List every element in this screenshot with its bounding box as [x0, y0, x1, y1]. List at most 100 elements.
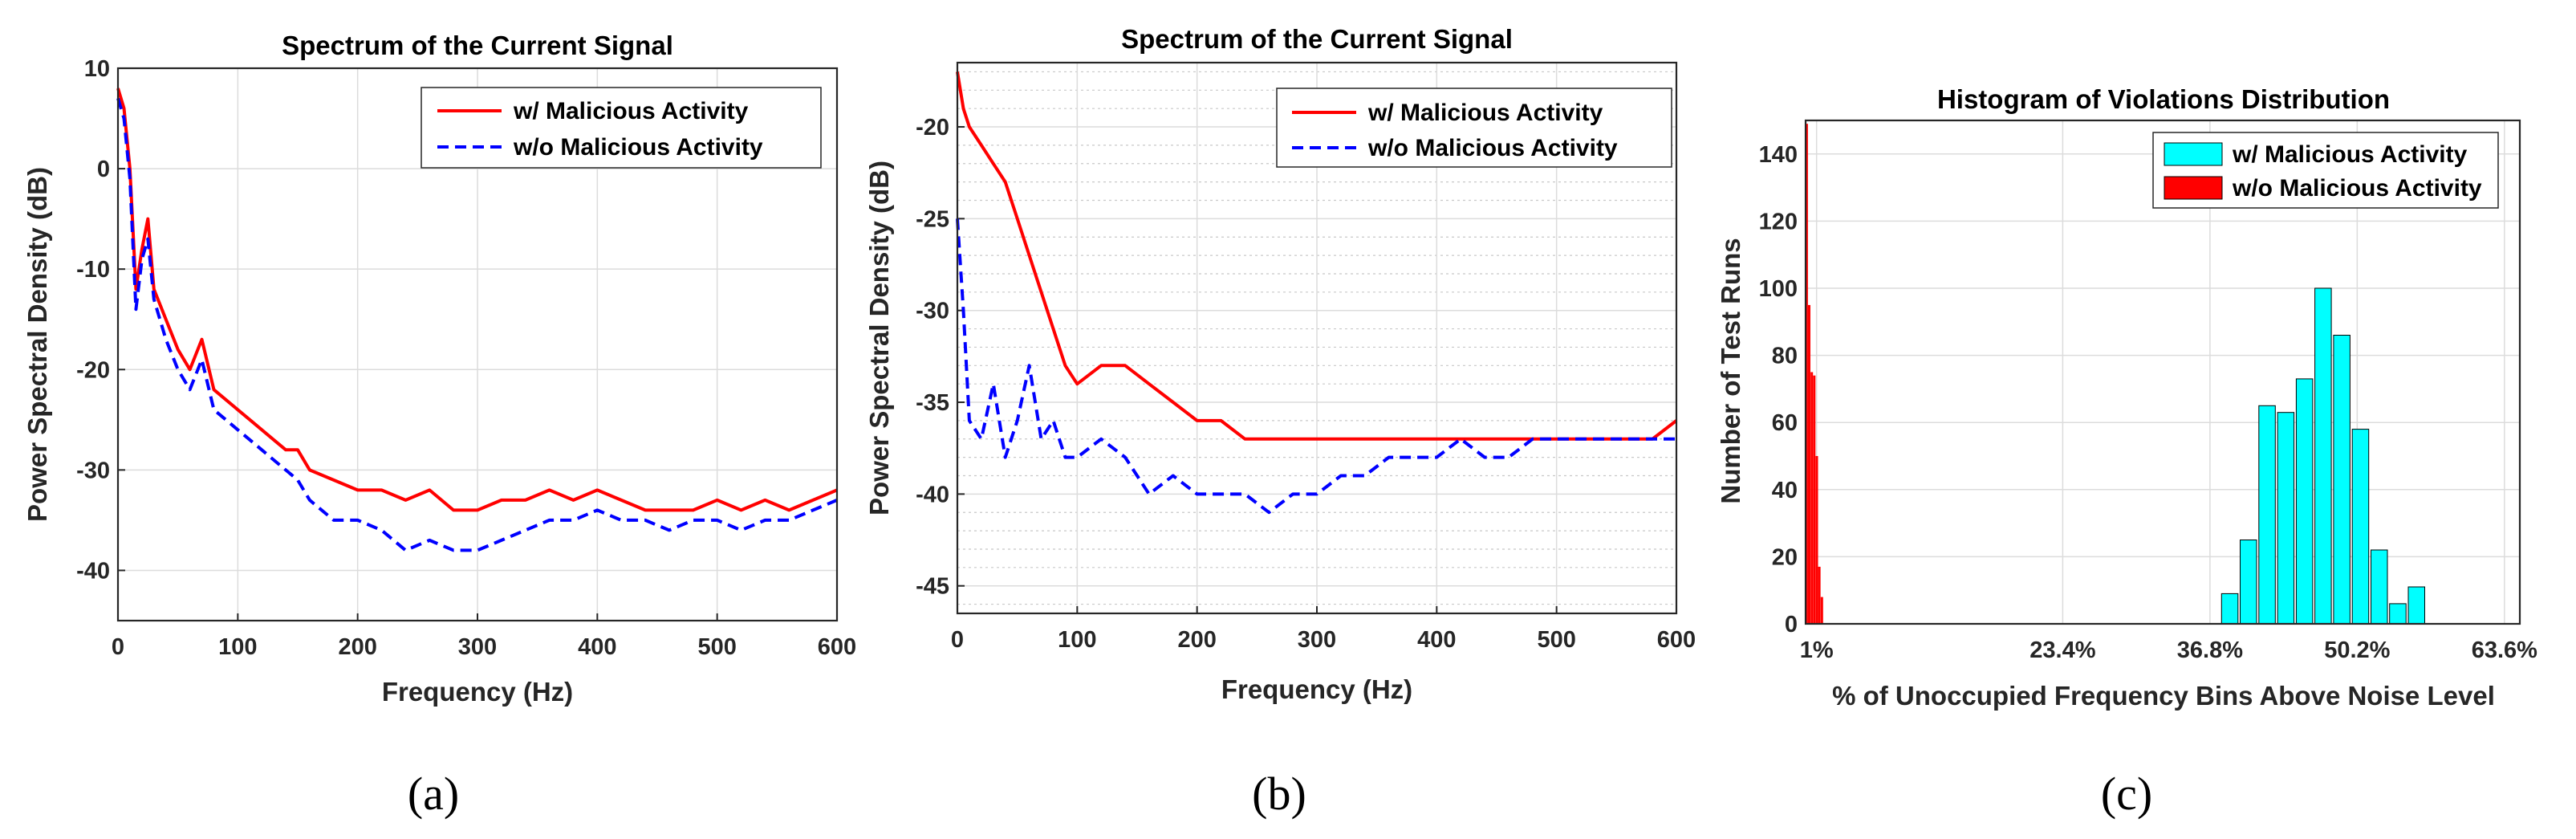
bar-with-malicious [2389, 603, 2407, 625]
legend: w/ Malicious Activity w/o Malicious Acti… [1276, 88, 1672, 168]
x-tick-labels: 0 100 200 300 400 500 600 [112, 634, 856, 660]
y-tick-label: -10 [76, 257, 110, 283]
y-axis-label: Power Spectral Density (dB) [22, 167, 52, 522]
legend-label-with: w/ Malicious Activity [513, 98, 749, 124]
x-tick-label: 23.4% [2030, 637, 2095, 663]
y-tick-labels: -40 -30 -20 -10 0 10 [76, 56, 110, 584]
x-tick-label: 500 [697, 634, 736, 660]
chart-title: Spectrum of the Current Signal [282, 31, 673, 60]
x-tick-label: 0 [112, 634, 124, 660]
x-tick-label: 500 [1537, 627, 1575, 653]
axes-frame [956, 61, 1678, 615]
bar-with-malicious [2407, 586, 2425, 625]
series-layer [956, 71, 1678, 515]
bar-without-malicious [1815, 456, 1818, 624]
caption-c: (c) [2101, 768, 2152, 820]
x-tick-labels: 0 100 200 300 400 500 600 [951, 627, 1696, 653]
series-layer [116, 88, 838, 552]
x-tick-label: 600 [1657, 627, 1696, 653]
legend-label-without: w/o Malicious Activity [1367, 135, 1618, 161]
bar-without-malicious [1805, 124, 1808, 624]
bar-with-malicious [2295, 378, 2314, 625]
bar-with-malicious [2277, 412, 2295, 625]
y-tick-label: 0 [97, 157, 110, 182]
y-tick-label: 20 [1772, 544, 1798, 570]
y-tick-label: -25 [916, 206, 949, 232]
caption-b: (b) [1252, 768, 1306, 820]
panel-a: 0 100 200 300 400 500 600 -40 -30 -20 -10 0 10 Spec… [22, 31, 856, 820]
bar-with-malicious [2258, 405, 2276, 625]
y-axis-label: Number of Test Runs [1716, 238, 1745, 503]
y-tick-label: 80 [1772, 344, 1798, 369]
bar-with-malicious [2220, 593, 2239, 625]
y-tick-label: 140 [1759, 142, 1798, 168]
bar-without-malicious [1820, 597, 1823, 624]
x-tick-label: 63.6% [2472, 637, 2537, 663]
bar-with-malicious [2314, 287, 2332, 625]
y-tick-label: -20 [76, 357, 110, 383]
y-tick-label: -35 [916, 390, 949, 416]
bar-without-malicious [1810, 372, 1814, 624]
y-tick-labels: -45 -40 -35 -30 -25 -20 [916, 115, 949, 600]
x-tick-label: 50.2% [2324, 637, 2390, 663]
y-axis-label: Power Spectral Density (dB) [864, 161, 894, 515]
panel-b: 0 100 200 300 400 500 600 -45 -40 -35 -30 -25 -20 S… [864, 24, 1696, 820]
legend-label-without: w/o Malicious Activity [2232, 175, 2482, 202]
y-tick-label: 120 [1759, 209, 1798, 234]
y-tick-label: 0 [1785, 612, 1798, 637]
chart-title: Spectrum of the Current Signal [1121, 24, 1513, 54]
x-tick-label: 400 [578, 634, 616, 660]
axes-frame [116, 67, 839, 622]
legend-swatch-with [2164, 142, 2223, 166]
bar-without-malicious [1813, 375, 1816, 624]
y-tick-label: 60 [1772, 410, 1798, 436]
x-tick-label: 36.8% [2177, 637, 2243, 663]
y-tick-label: -40 [76, 558, 110, 584]
panel-c: 1% 23.4% 36.8% 50.2% 63.6% 0 20 40 60 80 100 120 14… [1716, 84, 2537, 820]
x-tick-label: 1% [1800, 637, 1834, 663]
bar-without-malicious [1818, 566, 1821, 624]
bar-with-malicious [2333, 335, 2350, 625]
x-tick-label: 200 [338, 634, 376, 660]
y-tick-label: 40 [1772, 478, 1798, 503]
x-tick-labels: 1% 23.4% 36.8% 50.2% 63.6% [1800, 637, 2537, 663]
x-tick-label: 600 [818, 634, 856, 660]
axes-frame [1804, 119, 2521, 625]
bar-with-malicious [2240, 540, 2257, 625]
bar-without-malicious [1808, 304, 1810, 624]
x-axis-label: Frequency (Hz) [382, 677, 573, 707]
legend: w/ Malicious Activity w/o Malicious Acti… [421, 87, 822, 169]
y-tick-labels: 0 20 40 60 80 100 120 140 [1759, 142, 1798, 637]
x-axis-label: % of Unoccupied Frequency Bins Above Noi… [1832, 681, 2495, 711]
series-line-without-malicious [956, 218, 1676, 515]
x-axis-label: Frequency (Hz) [1221, 674, 1412, 704]
y-tick-label: -40 [916, 482, 949, 507]
legend-box [1276, 88, 1672, 168]
y-tick-label: -20 [916, 115, 949, 141]
legend-label-with: w/ Malicious Activity [1367, 100, 1603, 126]
series-line-with-malicious [116, 88, 838, 512]
x-tick-label: 400 [1417, 627, 1456, 653]
y-tick-label: 10 [84, 56, 110, 82]
y-tick-label: 100 [1759, 276, 1798, 302]
chart-title: Histogram of Violations Distribution [1937, 84, 2390, 114]
legend: w/ Malicious Activity w/o Malicious Acti… [2152, 132, 2499, 209]
y-tick-label: -30 [916, 299, 949, 324]
x-tick-label: 200 [1177, 627, 1216, 653]
x-tick-label: 100 [218, 634, 257, 660]
y-tick-label: -30 [76, 458, 110, 483]
bar-with-malicious [2371, 549, 2388, 625]
series-line-without-malicious [116, 97, 838, 552]
legend-label-without: w/o Malicious Activity [513, 134, 763, 161]
x-tick-label: 100 [1058, 627, 1096, 653]
y-tick-label: -45 [916, 574, 949, 600]
bar-with-malicious [2351, 429, 2370, 625]
legend-box [421, 87, 822, 169]
caption-a: (a) [408, 768, 459, 820]
x-tick-label: 0 [951, 627, 964, 653]
x-tick-label: 300 [458, 634, 497, 660]
legend-swatch-without [2164, 176, 2223, 200]
legend-label-with: w/ Malicious Activity [2232, 141, 2468, 168]
x-tick-label: 300 [1298, 627, 1336, 653]
